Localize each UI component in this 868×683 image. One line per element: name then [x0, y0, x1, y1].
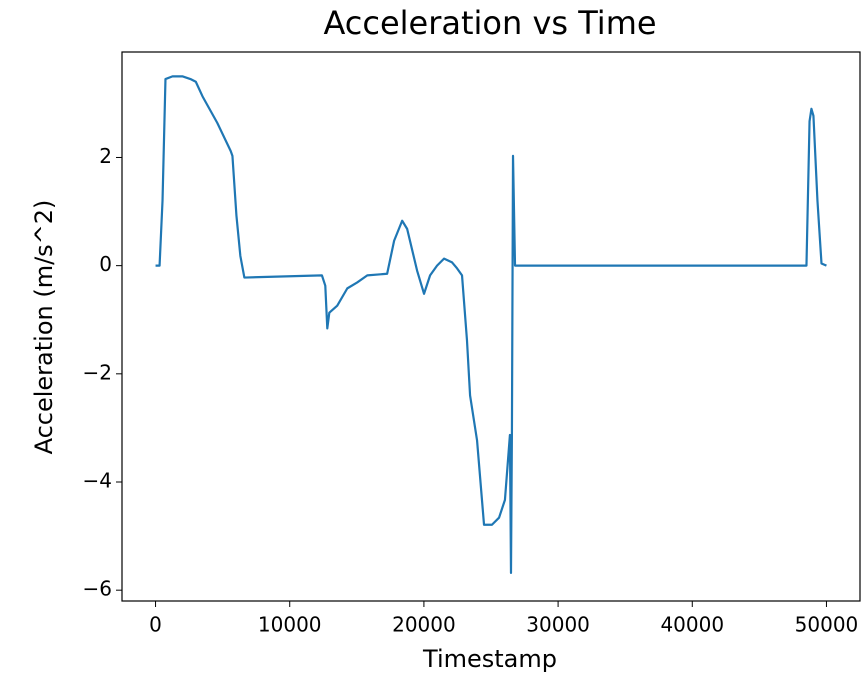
x-tick-label: 50000: [795, 613, 859, 637]
x-tick-label: 20000: [392, 613, 456, 637]
y-tick-label: −2: [83, 360, 112, 384]
x-tick-label: 30000: [526, 613, 590, 637]
y-tick-label: −6: [83, 577, 112, 601]
x-tick-label: 40000: [660, 613, 724, 637]
x-tick-label: 0: [149, 613, 162, 637]
y-tick-label: 0: [99, 252, 112, 276]
x-axis-label: Timestamp: [422, 645, 557, 673]
chart-title: Acceleration vs Time: [323, 4, 656, 42]
x-tick-label: 10000: [258, 613, 322, 637]
data-line: [155, 75, 827, 574]
plot-frame: [121, 51, 861, 602]
y-tick-label: −4: [83, 469, 112, 493]
y-axis-label: Acceleration (m/s^2): [30, 200, 58, 455]
y-tick-label: 2: [99, 144, 112, 168]
